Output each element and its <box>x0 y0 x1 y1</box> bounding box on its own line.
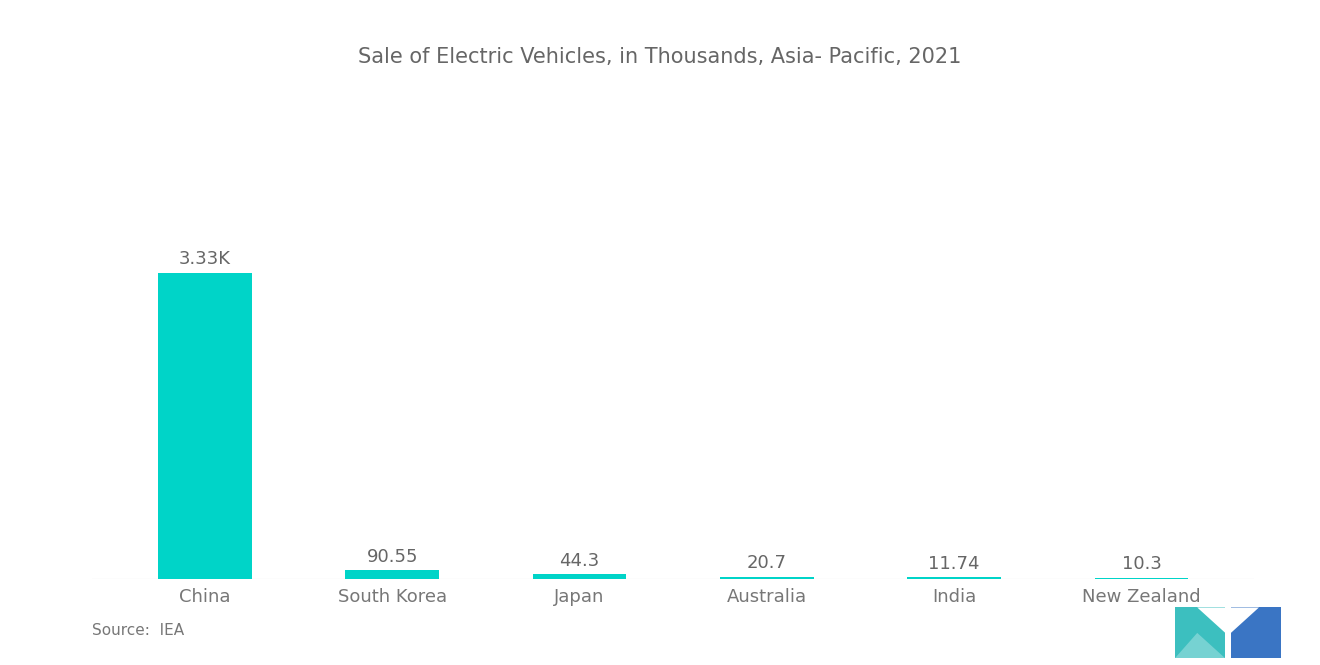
Polygon shape <box>1232 608 1259 633</box>
Text: 10.3: 10.3 <box>1122 555 1162 573</box>
Bar <box>158 273 252 579</box>
Polygon shape <box>1197 608 1225 633</box>
Polygon shape <box>1175 608 1225 658</box>
Bar <box>907 577 1001 579</box>
Text: 3.33K: 3.33K <box>178 250 231 268</box>
Bar <box>1094 578 1188 579</box>
Bar <box>719 577 813 579</box>
Polygon shape <box>1175 633 1225 658</box>
Bar <box>533 575 627 579</box>
Text: 44.3: 44.3 <box>560 552 599 570</box>
Bar <box>346 570 440 579</box>
Text: Source:  IEA: Source: IEA <box>92 623 185 638</box>
Text: 20.7: 20.7 <box>747 554 787 572</box>
Polygon shape <box>1232 608 1282 658</box>
Text: 11.74: 11.74 <box>928 555 979 573</box>
Text: 90.55: 90.55 <box>367 548 418 566</box>
Text: Sale of Electric Vehicles, in Thousands, Asia- Pacific, 2021: Sale of Electric Vehicles, in Thousands,… <box>358 47 962 66</box>
